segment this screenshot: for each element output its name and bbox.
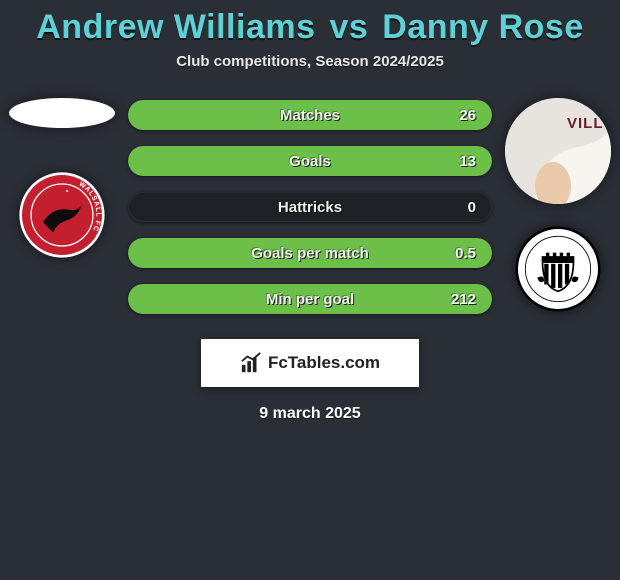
stat-label: Goals: [289, 153, 331, 170]
stat-label: Min per goal: [266, 291, 354, 308]
player2-avatar-icon: VILL: [505, 98, 611, 204]
player1-club-crest: WALSALL FC: [19, 172, 105, 263]
walsall-crest-icon: WALSALL FC: [19, 172, 105, 258]
left-column: WALSALL FC: [8, 98, 116, 263]
brand-text: FcTables.com: [268, 353, 380, 373]
player1-avatar: [9, 98, 115, 128]
stat-row: Hattricks 0: [128, 192, 492, 222]
stat-right-value: 212: [446, 291, 476, 308]
grimsby-crest-icon: [515, 226, 601, 312]
content-grid: WALSALL FC Matches 26 Goals 13 Hattricks 0 Goa…: [0, 98, 620, 317]
stat-right-value: 13: [446, 153, 476, 170]
stat-right-value: 26: [446, 107, 476, 124]
right-column: VILL: [504, 98, 612, 317]
page-title: Andrew Williams vs Danny Rose: [0, 8, 620, 47]
player1-name: Andrew Williams: [36, 8, 315, 46]
stat-row: Goals per match 0.5: [128, 238, 492, 268]
vs-text: vs: [329, 8, 368, 46]
player2-club-crest: [515, 226, 601, 317]
stat-row: Min per goal 212: [128, 284, 492, 314]
bar-chart-icon: [240, 352, 262, 374]
stat-label: Hattricks: [278, 199, 342, 216]
stat-row: Goals 13: [128, 146, 492, 176]
player2-name: Danny Rose: [382, 8, 584, 46]
stat-rows: Matches 26 Goals 13 Hattricks 0 Goals per matc…: [128, 98, 492, 314]
brand-box: FcTables.com: [201, 339, 419, 387]
stat-right-value: 0.5: [446, 245, 476, 262]
stat-right-value: 0: [446, 199, 476, 216]
stat-label: Goals per match: [251, 245, 369, 262]
comparison-card: Andrew Williams vs Danny Rose Club compe…: [0, 0, 620, 423]
stat-row: Matches 26: [128, 100, 492, 130]
player2-avatar: VILL: [505, 98, 611, 204]
svg-text:VILL: VILL: [567, 115, 604, 132]
stat-label: Matches: [280, 107, 340, 124]
subtitle: Club competitions, Season 2024/2025: [0, 53, 620, 70]
date-text: 9 march 2025: [0, 405, 620, 423]
